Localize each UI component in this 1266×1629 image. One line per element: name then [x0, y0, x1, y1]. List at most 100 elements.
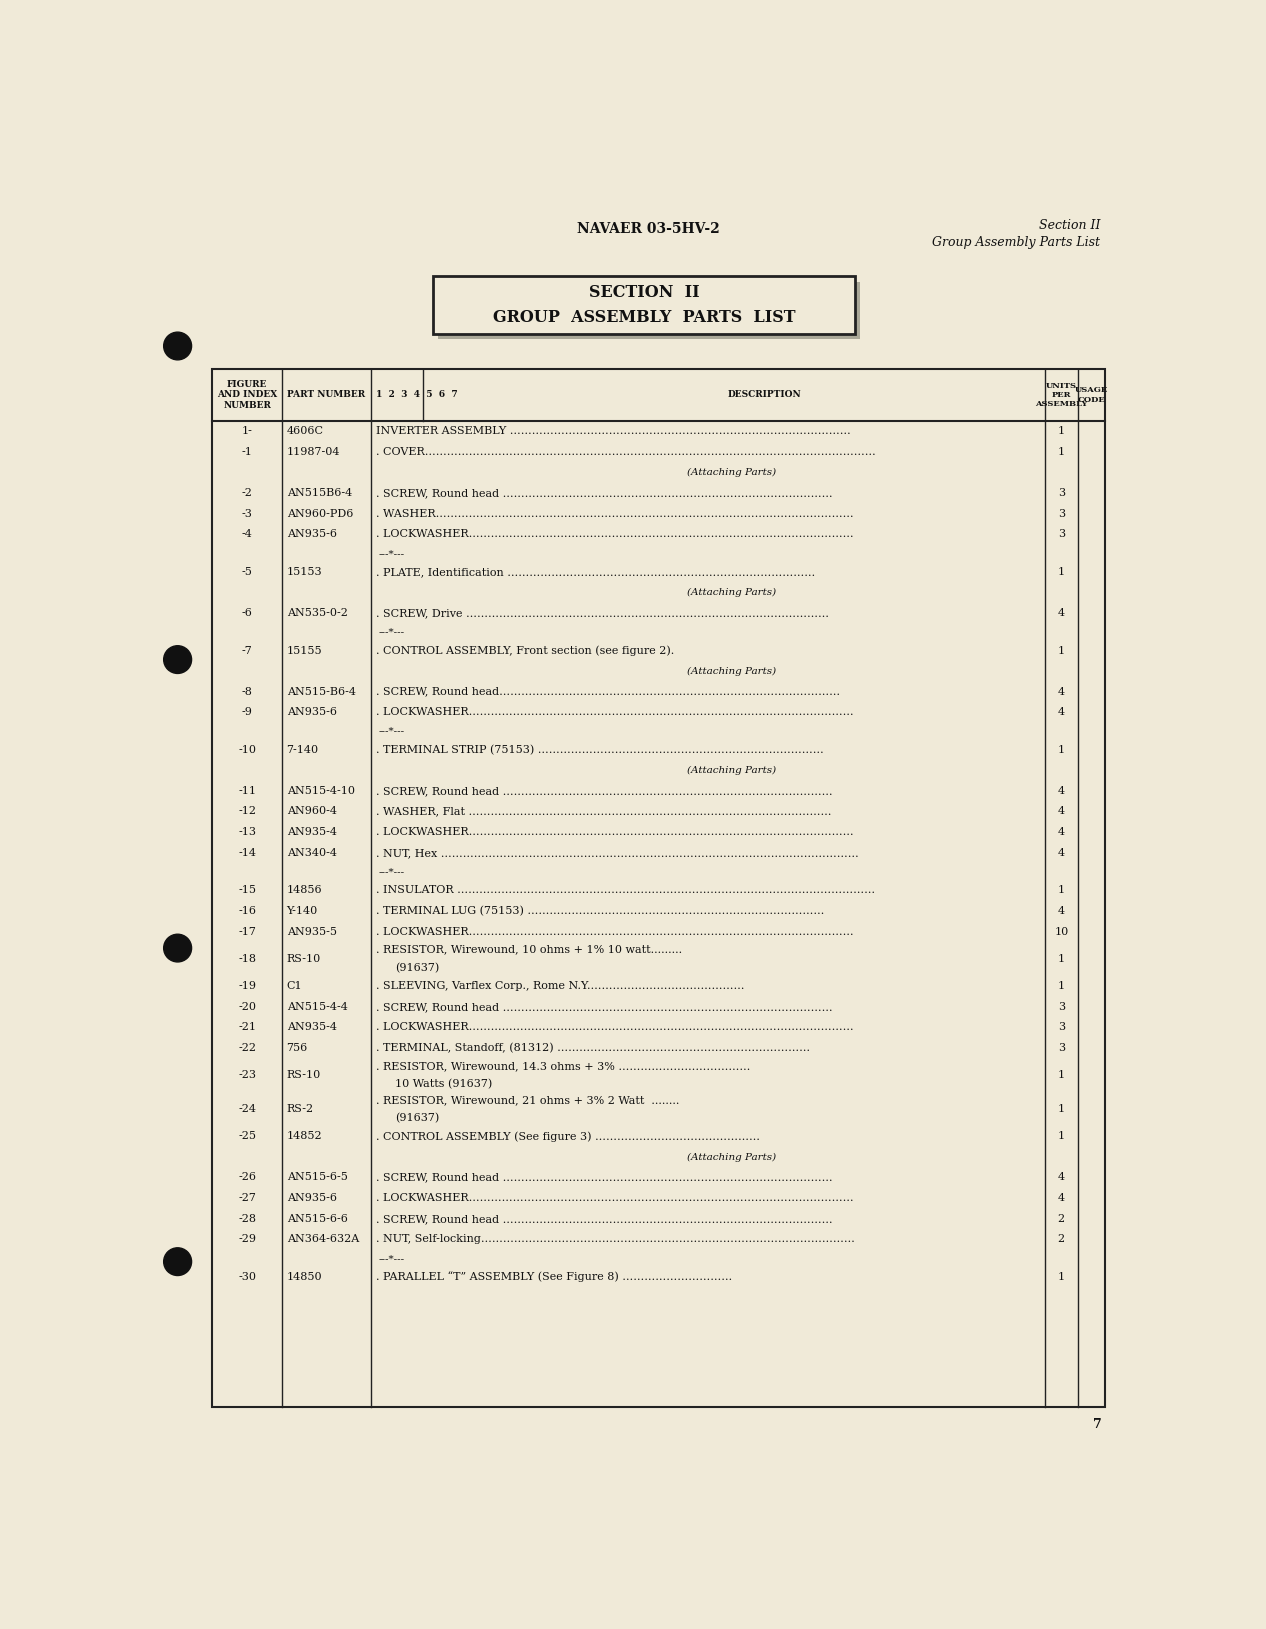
Text: 1: 1	[1057, 1132, 1065, 1142]
Text: . LOCKWASHER……………………………………………………………………………………………: . LOCKWASHER……………………………………………………………………………	[376, 529, 853, 539]
Text: AN935-4: AN935-4	[286, 1023, 337, 1033]
Text: 3: 3	[1057, 489, 1065, 498]
Text: 4: 4	[1057, 806, 1065, 816]
Text: -26: -26	[238, 1173, 256, 1183]
Text: 14852: 14852	[286, 1132, 323, 1142]
Text: 1: 1	[1057, 1272, 1065, 1282]
Text: 4: 4	[1057, 686, 1065, 697]
Text: -15: -15	[238, 885, 256, 896]
Text: 1  2  3  4  5  6  7: 1 2 3 4 5 6 7	[376, 391, 457, 399]
Text: . CONTROL ASSEMBLY (See figure 3) ………………………………………: . CONTROL ASSEMBLY (See figure 3) …………………	[376, 1131, 760, 1142]
Text: . WASHER, Flat ………………………………………………………………………………………: . WASHER, Flat ……………………………………………………………………	[376, 806, 832, 816]
Text: 15153: 15153	[286, 567, 323, 577]
Text: . PARALLEL “T” ASSEMBLY (See Figure 8) …………………………: . PARALLEL “T” ASSEMBLY (See Figure 8) ……	[376, 1272, 732, 1282]
Text: 4: 4	[1057, 828, 1065, 837]
Text: 14856: 14856	[286, 885, 323, 896]
Text: RS-10: RS-10	[286, 955, 320, 964]
Text: -10: -10	[238, 744, 256, 754]
Text: . TERMINAL STRIP (75153) ……………………………………………………………………: . TERMINAL STRIP (75153) …………………………………………	[376, 744, 823, 754]
Text: -23: -23	[238, 1070, 256, 1080]
Text: AN515-6-5: AN515-6-5	[286, 1173, 347, 1183]
Text: 1: 1	[1057, 645, 1065, 655]
Text: AN935-5: AN935-5	[286, 927, 337, 937]
Text: AN515-B6-4: AN515-B6-4	[286, 686, 356, 697]
Text: 1: 1	[1057, 885, 1065, 896]
Text: . LOCKWASHER……………………………………………………………………………………………: . LOCKWASHER……………………………………………………………………………	[376, 927, 853, 937]
Text: AN535-0-2: AN535-0-2	[286, 608, 347, 617]
Text: 3: 3	[1057, 1043, 1065, 1052]
Text: USAGE
CODE: USAGE CODE	[1075, 386, 1108, 404]
Text: (Attaching Parts): (Attaching Parts)	[686, 666, 776, 676]
Text: ---*---: ---*---	[379, 867, 405, 876]
Text: AN935-4: AN935-4	[286, 828, 337, 837]
Text: 4606C: 4606C	[286, 427, 324, 437]
Text: 3: 3	[1057, 508, 1065, 518]
Text: GROUP  ASSEMBLY  PARTS  LIST: GROUP ASSEMBLY PARTS LIST	[492, 310, 795, 326]
Text: -1: -1	[242, 446, 252, 458]
Text: ---*---: ---*---	[379, 549, 405, 557]
Text: (91637): (91637)	[395, 963, 439, 973]
Text: 4: 4	[1057, 785, 1065, 797]
Text: 7-140: 7-140	[286, 744, 319, 754]
Text: -28: -28	[238, 1214, 256, 1223]
Text: -22: -22	[238, 1043, 256, 1052]
Text: -7: -7	[242, 645, 252, 655]
Text: . NUT, Self-locking…………………………………………………………………………………………: . NUT, Self-locking…………………………………………………………	[376, 1235, 855, 1245]
Text: SECTION  II: SECTION II	[589, 283, 699, 301]
Bar	[438, 282, 861, 339]
Text: AN515-4-10: AN515-4-10	[286, 785, 354, 797]
Text: (91637): (91637)	[395, 1113, 439, 1124]
Text: -18: -18	[238, 955, 256, 964]
Text: UNITS
PER
ASSEMBLY: UNITS PER ASSEMBLY	[1036, 381, 1087, 409]
Text: 1: 1	[1057, 427, 1065, 437]
Text: . PLATE, Identification …………………………………………………………………………: . PLATE, Identification ……………………………………………	[376, 567, 815, 577]
Text: -6: -6	[242, 608, 252, 617]
Text: . SCREW, Round head ………………………………………………………………………………: . SCREW, Round head ………………………………………………………	[376, 1214, 832, 1223]
Text: 3: 3	[1057, 1002, 1065, 1012]
Circle shape	[163, 1248, 191, 1276]
Text: ---*---: ---*---	[379, 727, 405, 736]
Text: -25: -25	[238, 1132, 256, 1142]
Text: -16: -16	[238, 906, 256, 915]
Text: -2: -2	[242, 489, 252, 498]
Text: 4: 4	[1057, 707, 1065, 717]
Text: AN935-6: AN935-6	[286, 707, 337, 717]
Text: -3: -3	[242, 508, 252, 518]
Text: PART NUMBER: PART NUMBER	[287, 391, 366, 399]
Text: . WASHER……………………………………………………………………………………………………: . WASHER………………………………………………………………………………………	[376, 508, 853, 518]
Text: RS-10: RS-10	[286, 1070, 320, 1080]
Text: (Attaching Parts): (Attaching Parts)	[686, 588, 776, 596]
Text: 1: 1	[1057, 955, 1065, 964]
Text: AN364-632A: AN364-632A	[286, 1235, 358, 1245]
Text: -27: -27	[238, 1192, 256, 1204]
Text: . SLEEVING, Varflex Corp., Rome N.Y.……………………………………: . SLEEVING, Varflex Corp., Rome N.Y.……………	[376, 981, 744, 990]
Text: . SCREW, Round head ………………………………………………………………………………: . SCREW, Round head ………………………………………………………	[376, 1002, 832, 1012]
Text: INVERTER ASSEMBLY …………………………………………………………………………………: INVERTER ASSEMBLY ……………………………………………………………	[376, 427, 851, 437]
Circle shape	[163, 332, 191, 360]
Text: 2: 2	[1057, 1214, 1065, 1223]
Text: . CONTROL ASSEMBLY, Front section (see figure 2).: . CONTROL ASSEMBLY, Front section (see f…	[376, 645, 674, 656]
Text: Y-140: Y-140	[286, 906, 318, 915]
Text: . RESISTOR, Wirewound, 14.3 ohms + 3% ………………………………: . RESISTOR, Wirewound, 14.3 ohms + 3% ………	[376, 1060, 751, 1072]
Text: 1-: 1-	[242, 427, 252, 437]
Text: -29: -29	[238, 1235, 256, 1245]
Text: -4: -4	[242, 529, 252, 539]
Text: -24: -24	[238, 1104, 256, 1114]
Text: . LOCKWASHER……………………………………………………………………………………………: . LOCKWASHER……………………………………………………………………………	[376, 828, 853, 837]
Text: Group Assembly Parts List: Group Assembly Parts List	[932, 236, 1100, 249]
Text: AN515-6-6: AN515-6-6	[286, 1214, 347, 1223]
Text: -13: -13	[238, 828, 256, 837]
Text: . LOCKWASHER……………………………………………………………………………………………: . LOCKWASHER……………………………………………………………………………	[376, 707, 853, 717]
Text: AN340-4: AN340-4	[286, 847, 337, 858]
Text: . SCREW, Round head ………………………………………………………………………………: . SCREW, Round head ………………………………………………………	[376, 489, 832, 498]
Text: 10 Watts (91637): 10 Watts (91637)	[395, 1080, 492, 1090]
Text: AN515B6-4: AN515B6-4	[286, 489, 352, 498]
Text: -21: -21	[238, 1023, 256, 1033]
Text: . LOCKWASHER……………………………………………………………………………………………: . LOCKWASHER……………………………………………………………………………	[376, 1023, 853, 1033]
Text: 1: 1	[1057, 1104, 1065, 1114]
Text: -12: -12	[238, 806, 256, 816]
Text: . RESISTOR, Wirewound, 10 ohms + 1% 10 watt.........: . RESISTOR, Wirewound, 10 ohms + 1% 10 w…	[376, 945, 682, 955]
Text: NAVAER 03-5HV-2: NAVAER 03-5HV-2	[577, 223, 720, 236]
Text: 3: 3	[1057, 1023, 1065, 1033]
Text: 7: 7	[1093, 1417, 1101, 1430]
